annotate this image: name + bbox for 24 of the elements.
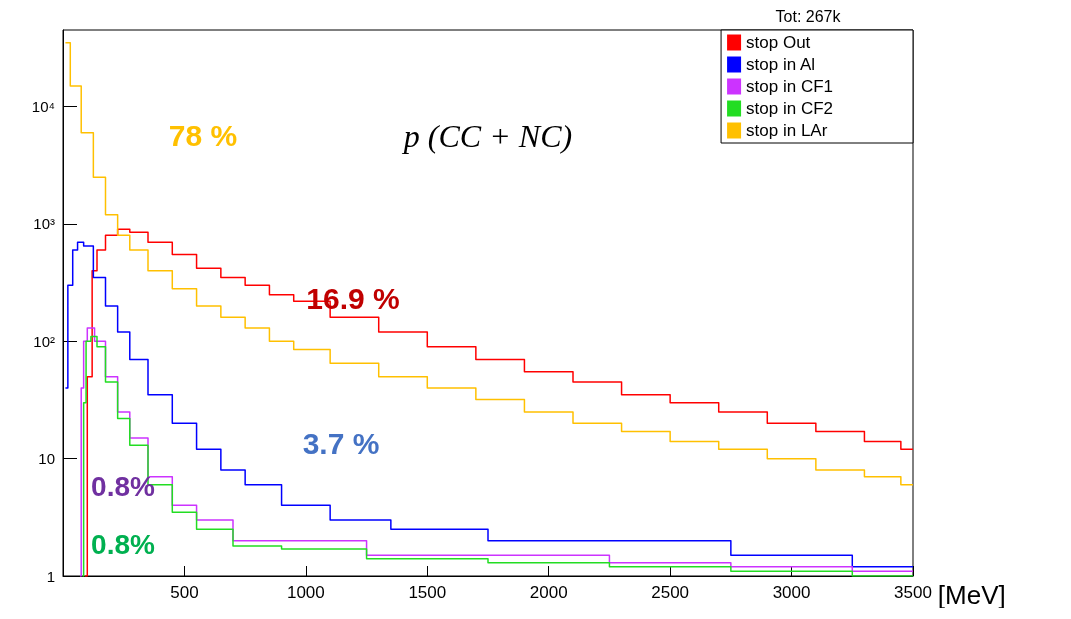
- annotation: 0.8%: [91, 528, 156, 560]
- x-tick-label: 2500: [651, 583, 690, 602]
- annotation: 3.7 %: [302, 426, 380, 460]
- legend-label: stop in Al: [746, 55, 816, 74]
- y-tick-label: 10: [38, 450, 55, 468]
- x-tick-label: 1000: [286, 583, 325, 602]
- annotation: 0.8%: [91, 470, 156, 502]
- legend-label: stop in LAr: [746, 121, 828, 140]
- legend-label: stop in CF2: [746, 99, 834, 118]
- legend-label: stop Out: [746, 33, 811, 52]
- x-tick-label: 1500: [408, 583, 447, 602]
- y-tick-label: 10³: [33, 215, 55, 233]
- y-tick-label: 10²: [33, 332, 55, 350]
- annotation: p (CC + NC): [401, 118, 573, 154]
- x-tick-label: 2000: [529, 583, 568, 602]
- y-tick-label: 1: [46, 567, 55, 585]
- x-tick-label: 500: [170, 583, 199, 602]
- annotation: 78 %: [168, 118, 238, 152]
- annotation: 16.9 %: [306, 281, 400, 315]
- legend-label: stop in CF1: [746, 77, 834, 96]
- x-tick-label: 3500: [894, 583, 932, 602]
- x-tick-label: 3000: [772, 583, 811, 602]
- text: Tot: 267k: [775, 7, 842, 25]
- y-tick-label: 10⁴: [31, 98, 55, 116]
